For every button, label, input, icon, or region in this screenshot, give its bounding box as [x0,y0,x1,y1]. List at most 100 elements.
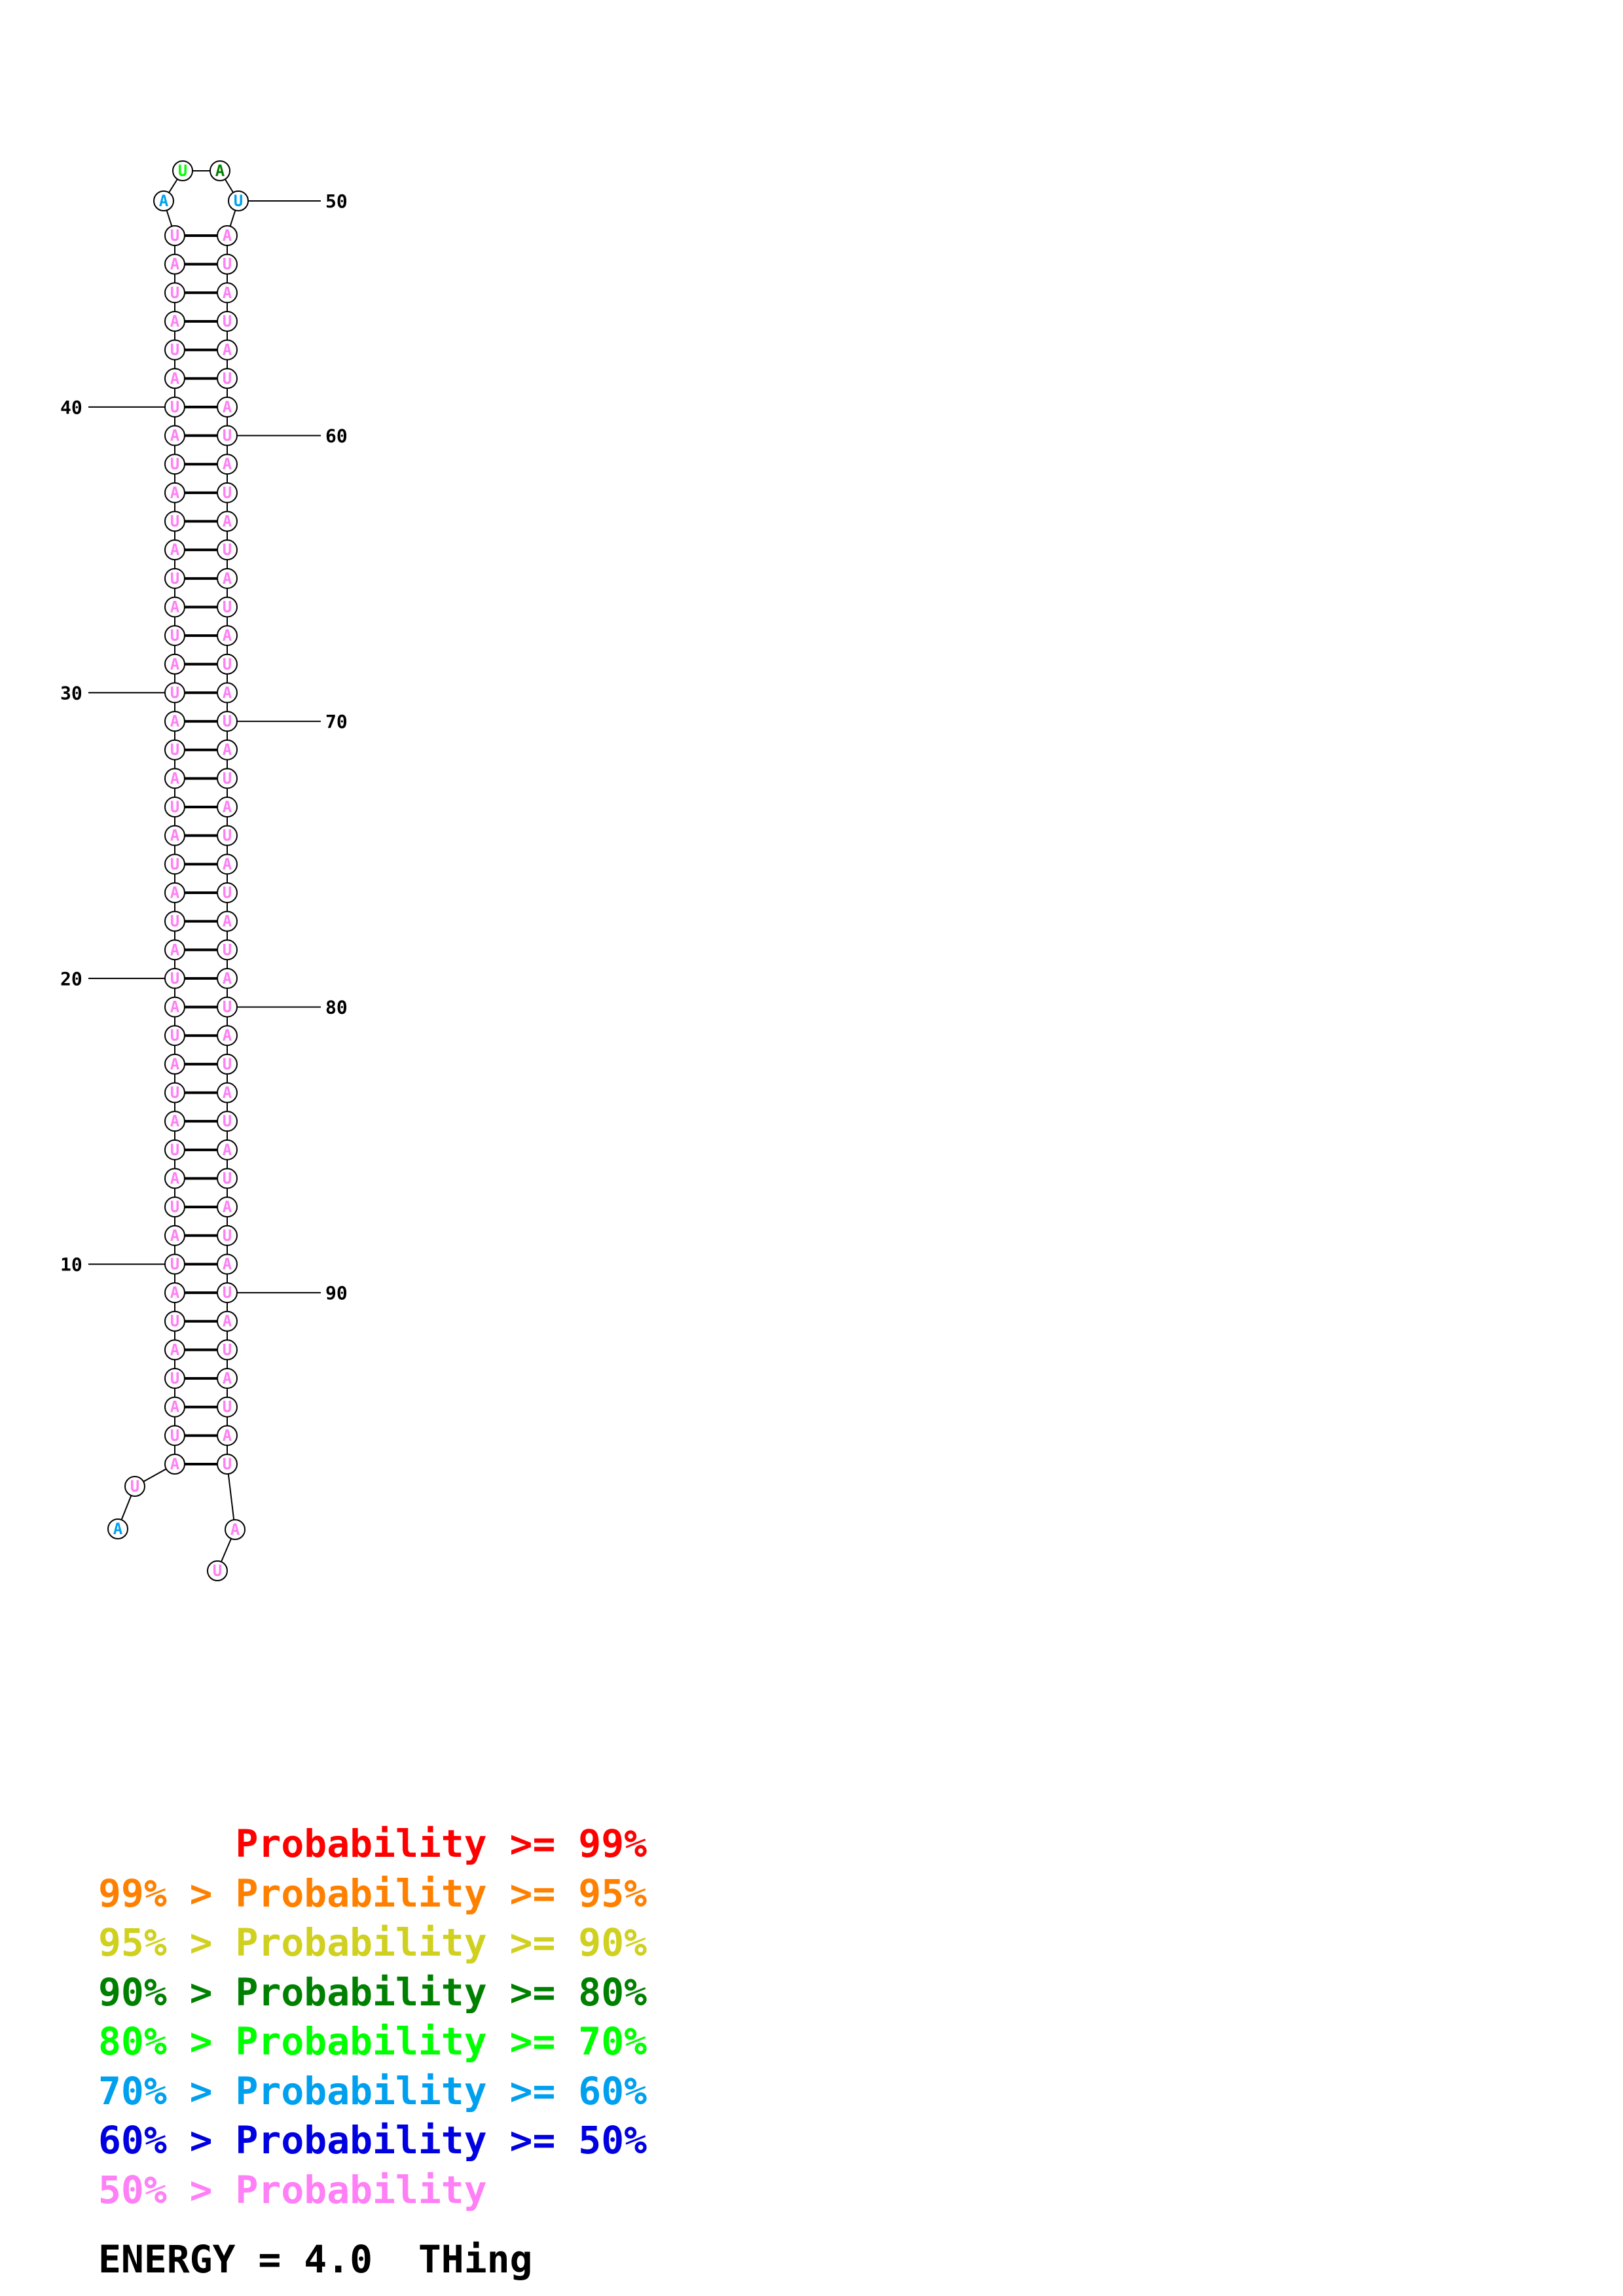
position-label: 20 [60,968,82,990]
nucleotide: U [217,768,238,789]
nucleotide: U [217,1396,238,1418]
nucleotide: A [164,711,185,732]
nucleotide-letter: A [113,1520,123,1538]
nucleotide: U [217,1339,238,1361]
nucleotide-letter: A [223,798,232,816]
position-label: 70 [325,711,348,732]
nucleotide-circle [164,1310,185,1332]
nucleotide: U [164,225,185,246]
nucleotide-letter: U [170,1426,179,1444]
nucleotide-circle [228,190,249,211]
nucleotide-letter: A [223,1255,232,1273]
nucleotide: U [164,282,185,304]
nucleotide-letter: A [159,192,169,210]
nucleotide-circle [107,1518,128,1539]
nucleotide-circle [217,1225,238,1246]
nucleotide: A [217,853,238,875]
nucleotide: A [164,825,185,846]
nucleotide-letter: A [230,1520,240,1539]
nucleotide-letter: U [223,1169,232,1187]
nucleotide-circle [164,882,185,903]
nucleotide: A [164,1053,185,1075]
nucleotide-letter: A [223,855,232,873]
nucleotide-circle [164,825,185,846]
nucleotide-letter: A [170,1227,180,1245]
nucleotide-letter: U [223,1227,232,1245]
nucleotide-circle [217,625,238,647]
nucleotide-letter: U [170,398,179,416]
nucleotide-letter: A [223,1312,232,1331]
nucleotide-letter: U [170,741,179,759]
nucleotide-circle [164,853,185,875]
nucleotide-letter: A [170,998,180,1016]
nucleotide-letter: U [223,1112,232,1130]
nucleotide: A [217,1082,238,1103]
nucleotide-circle [164,1339,185,1361]
nucleotide-circle [172,160,193,181]
nucleotide-letter: U [170,798,179,816]
nucleotide-circle [217,1168,238,1189]
nucleotide-letter: A [170,312,180,331]
nucleotide: A [164,1168,185,1189]
nucleotide-letter: A [170,1055,180,1073]
nucleotide-circle [164,1425,185,1446]
nucleotide-circle [217,225,238,246]
nucleotide: A [217,511,238,532]
nucleotide-circle [164,482,185,503]
nucleotide-letter: U [223,255,232,274]
nucleotide-letter: U [223,998,232,1016]
nucleotide-circle [164,1225,185,1246]
nucleotide: U [164,853,185,875]
nucleotide: U [164,1253,185,1275]
position-label: 30 [60,682,82,704]
nucleotide: A [217,739,238,761]
nucleotide-letter: U [223,1055,232,1073]
nucleotide-letter: U [223,484,232,502]
nucleotide-circle [164,225,185,246]
nucleotide: A [217,1139,238,1160]
nucleotide-letter: A [223,1141,232,1159]
nucleotide: U [164,1425,185,1446]
nucleotide: A [217,1310,238,1332]
nucleotide-circle [217,1053,238,1075]
nucleotide-letter: U [178,162,187,180]
nucleotide-circle [164,939,185,961]
nucleotide-circle [164,1053,185,1075]
nucleotide-letter: A [223,569,232,588]
nucleotide: U [164,1139,185,1160]
nucleotide-letter: A [170,1340,180,1359]
nucleotide-circle [164,739,185,761]
nucleotide-circle [164,1196,185,1218]
nucleotide: U [164,454,185,475]
nucleotide: U [217,882,238,903]
nucleotide-letter: U [223,884,232,902]
nucleotide-letter: U [170,569,179,588]
nucleotide-letter: A [170,712,180,730]
nucleotide: A [164,253,185,275]
bases-layer: AUAUAUAUAUAUAUAUAUAUAUAUAUAUAUAUAUAUAUAU… [107,160,249,1581]
nucleotide-circle [164,339,185,361]
nucleotide-circle [217,1139,238,1160]
probability-legend: Probability >= 99% 99% > Probability >= 9… [98,1820,647,2215]
nucleotide: U [164,1368,185,1390]
nucleotide-circle [164,511,185,532]
nucleotide-letter: U [170,912,179,931]
nucleotide: A [217,967,238,989]
legend-row: 99% > Probability >= 95% [98,1871,647,1916]
legend-row: 95% > Probability >= 90% [98,1920,647,1965]
nucleotide-circle [153,190,174,211]
nucleotide-letter: A [223,283,232,302]
nucleotide-circle [217,1082,238,1103]
nucleotide-circle [217,368,238,389]
nucleotide-circle [164,711,185,732]
nucleotide-letter: U [170,626,179,645]
nucleotide-circle [164,1282,185,1304]
nucleotide-letter: A [223,226,232,245]
position-label: 50 [325,190,348,212]
nucleotide: A [164,425,185,446]
nucleotide: U [217,425,238,446]
nucleotide: A [164,1454,185,1475]
nucleotide-circle [164,539,185,561]
nucleotide-letter: A [223,683,232,702]
